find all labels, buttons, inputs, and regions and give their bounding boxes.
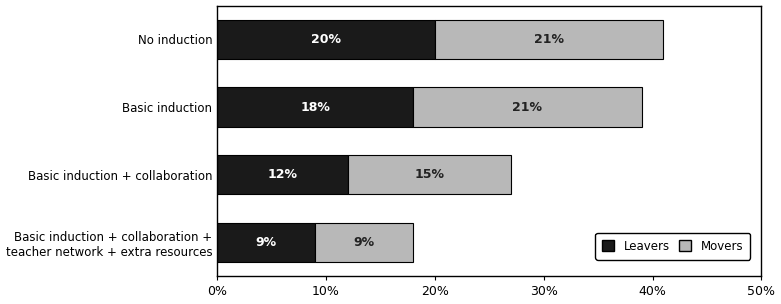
Bar <box>348 155 511 195</box>
Text: 15%: 15% <box>415 168 444 181</box>
Text: 21%: 21% <box>534 33 564 46</box>
Legend: Leavers, Movers: Leavers, Movers <box>595 233 750 260</box>
Bar <box>217 20 435 59</box>
Bar <box>217 223 315 262</box>
Text: 9%: 9% <box>354 236 375 249</box>
Text: 12%: 12% <box>267 168 298 181</box>
Text: 21%: 21% <box>512 101 542 114</box>
Bar <box>435 20 663 59</box>
Text: 20%: 20% <box>311 33 341 46</box>
Text: 18%: 18% <box>300 101 330 114</box>
Bar <box>315 223 413 262</box>
Bar <box>217 155 348 195</box>
Bar <box>413 88 642 127</box>
Bar <box>217 88 413 127</box>
Text: 9%: 9% <box>255 236 276 249</box>
